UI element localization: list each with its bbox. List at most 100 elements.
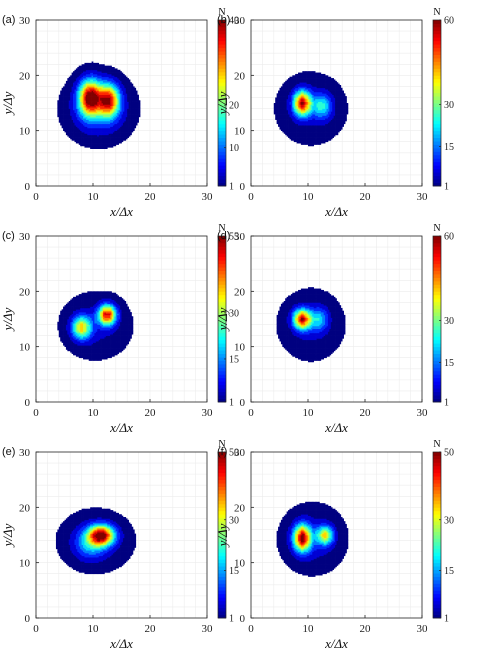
contour-cell <box>114 136 117 138</box>
contour-cell <box>85 105 88 108</box>
contour-cell <box>125 79 128 82</box>
contour-cell <box>104 75 107 78</box>
contour-cell <box>120 111 122 114</box>
contour-cell <box>77 112 80 115</box>
contour-cell <box>285 80 287 83</box>
contour-cell <box>104 65 107 68</box>
contour-cell <box>91 116 94 119</box>
contour-cell <box>295 89 297 91</box>
contour-cell <box>73 120 75 123</box>
contour-cell <box>302 120 305 123</box>
contour-cell <box>81 87 84 90</box>
contour-cell <box>300 108 303 111</box>
contour-cell <box>298 87 300 90</box>
contour-cell <box>130 96 132 98</box>
contour-cell <box>288 89 290 91</box>
contour-cell <box>78 116 81 119</box>
contour-cell <box>302 137 305 140</box>
contour-cell <box>305 122 307 125</box>
contour-cell <box>286 96 289 98</box>
contour-cell <box>310 90 313 93</box>
contour-cell <box>91 143 94 145</box>
contour-cell <box>80 118 82 120</box>
contour-cell <box>138 108 141 111</box>
contour-cell <box>292 80 295 83</box>
contour-cell <box>283 129 286 132</box>
contour-cell <box>112 87 115 90</box>
contour-cell <box>118 71 121 73</box>
contour-cell <box>60 105 62 108</box>
contour-cell <box>114 122 117 125</box>
contour-cell <box>122 118 125 120</box>
contour-cell <box>87 75 90 78</box>
contour-cell <box>74 112 77 115</box>
contour-cell <box>286 101 289 104</box>
contour-cell <box>78 137 81 140</box>
contour-cell <box>312 90 315 93</box>
contour-cell <box>305 101 307 104</box>
contour-cell <box>81 78 84 80</box>
contour-cell <box>310 129 313 132</box>
contour-cell <box>100 100 102 102</box>
contour-cell <box>120 97 122 100</box>
contour-cell <box>84 115 87 118</box>
contour-cell <box>110 83 112 86</box>
contour-cell <box>71 116 74 119</box>
contour-cell <box>279 111 282 114</box>
contour-cell <box>283 98 286 101</box>
contour-cell <box>275 104 277 107</box>
contour-cell <box>73 122 75 125</box>
contour-cell <box>112 98 115 101</box>
contour-cell <box>97 69 100 72</box>
contour-cell <box>108 90 111 93</box>
contour-cell <box>305 112 307 115</box>
contour-cell <box>288 85 290 87</box>
contour-cell <box>73 80 75 83</box>
contour-cell <box>283 130 286 133</box>
contour-cell <box>132 105 135 108</box>
contour-cell <box>296 80 299 83</box>
contour-cell <box>93 73 95 76</box>
contour-cell <box>295 73 297 76</box>
contour-cell <box>105 71 108 73</box>
contour-cell <box>283 83 286 86</box>
contour-cell <box>107 130 110 133</box>
contour-cell <box>104 103 107 105</box>
contour-cell <box>118 85 121 87</box>
contour-cell <box>120 137 122 140</box>
contour-cell <box>137 118 139 120</box>
contour-cell <box>68 125 71 127</box>
contour-cell <box>64 105 67 108</box>
contour-cell <box>134 122 137 125</box>
contour-cell <box>295 134 297 137</box>
contour-cell <box>120 134 122 137</box>
contour-cell <box>289 76 292 79</box>
contour-cell <box>298 78 300 80</box>
contour-cell <box>295 138 297 141</box>
contour-cell <box>120 136 122 138</box>
contour-cell <box>127 125 129 127</box>
contour-cell <box>107 69 110 72</box>
contour-cell <box>93 123 95 126</box>
contour-cell <box>118 75 121 78</box>
contour-cell <box>100 83 102 86</box>
contour-cell <box>70 98 72 101</box>
contour-cell <box>98 83 101 86</box>
contour-cell <box>93 144 95 147</box>
contour-cell <box>102 90 105 93</box>
contour-cell <box>135 96 138 98</box>
contour-cell <box>77 75 80 78</box>
contour-cell <box>100 112 102 115</box>
contour-cell <box>80 97 82 100</box>
contour-cell <box>97 104 100 107</box>
contour-cell <box>306 129 309 132</box>
contour-cell <box>135 115 138 118</box>
contour-cell <box>310 120 313 123</box>
contour-cell <box>296 137 299 140</box>
contour-cell <box>114 94 117 97</box>
contour-cell <box>292 109 295 112</box>
contour-cell <box>73 116 75 119</box>
contour-cell <box>104 126 107 129</box>
contour-cell <box>95 87 98 90</box>
contour-cell <box>90 143 92 145</box>
